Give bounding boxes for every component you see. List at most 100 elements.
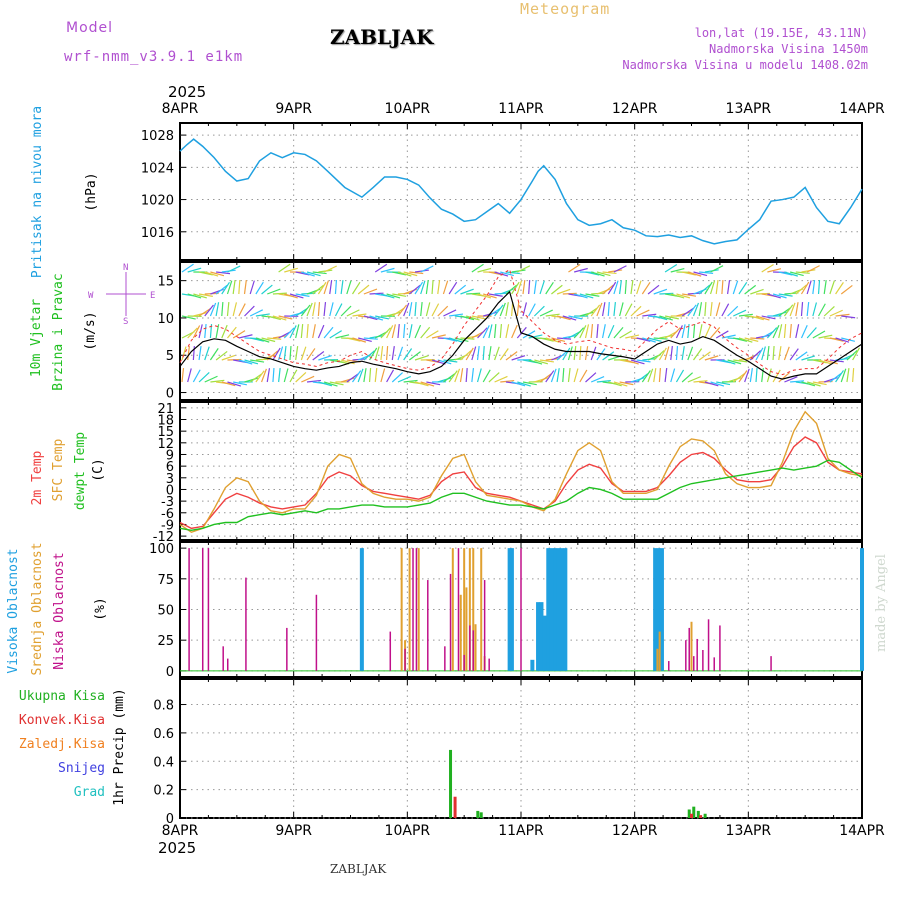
wind-arrow <box>801 355 816 361</box>
wind-arrow <box>267 288 281 295</box>
mid-cloud-bar <box>459 594 462 671</box>
wind-arrow <box>335 359 350 365</box>
low-cloud-bar <box>404 648 406 671</box>
wind-arrow <box>335 334 350 339</box>
wind-arrow <box>181 315 196 320</box>
wind-arrow <box>698 284 711 295</box>
wind-arrow <box>289 311 304 317</box>
wind-arrow <box>488 307 501 317</box>
dewpt-ylabel: dewpt Temp <box>73 432 88 510</box>
wind-arrow <box>300 346 307 361</box>
y-tick-label: 0.8 <box>153 699 174 714</box>
wind-arrow <box>289 345 292 361</box>
wind-arrow <box>386 325 394 339</box>
y-tick-label: 1020 <box>141 194 174 209</box>
total-precip-bar <box>479 812 483 818</box>
sfc-line <box>179 410 863 534</box>
wind-arrow <box>374 368 378 383</box>
y-tick-label: 0.2 <box>153 784 174 799</box>
wind-arrow <box>738 370 748 383</box>
wind-arrow <box>477 267 492 273</box>
wind-arrow <box>181 368 185 383</box>
wind-arrow <box>193 293 207 299</box>
y-tick-label: 1016 <box>141 226 174 241</box>
wind-arrow <box>425 302 431 317</box>
low-cloud-bar <box>286 627 288 671</box>
low-cloud-bar <box>668 661 670 671</box>
wind-arrow <box>221 301 224 317</box>
wind-arrow <box>318 381 333 387</box>
model-label: Model <box>66 20 114 36</box>
y-tick-label: 5 <box>166 349 174 364</box>
compass-e: E <box>150 291 155 301</box>
compass-w: W <box>88 291 94 301</box>
wind-arrow <box>420 280 426 295</box>
wind-arrow <box>261 337 276 343</box>
wind-arrow <box>806 265 820 273</box>
y-tick-label: 15 <box>157 275 174 290</box>
wind-arrow <box>846 350 858 361</box>
wind-arrow <box>249 373 262 383</box>
wind-arrow <box>289 325 297 339</box>
wind-arrow <box>192 345 195 361</box>
wind-arrow <box>295 346 299 361</box>
wind-arrow <box>607 324 615 339</box>
y-tick-label: 1024 <box>141 161 174 176</box>
wind-arrow <box>334 303 343 317</box>
wind-arrow <box>738 337 753 343</box>
wind-arrow <box>653 315 668 321</box>
station-coords: lon,lat (19.15E, 43.11N) <box>694 26 868 40</box>
wind-arrow <box>465 315 480 321</box>
wind-arrow <box>767 268 782 273</box>
wind-arrow <box>567 368 571 383</box>
conv-precip-bars <box>453 796 703 818</box>
wind-arrow <box>397 271 412 277</box>
wind-arrow <box>533 280 537 295</box>
wind-arrow <box>391 346 395 361</box>
model-elevation: Nadmorska Visina u modelu 1408.02m <box>622 58 868 72</box>
wind-arrow <box>710 327 721 339</box>
pressure-ylabel: Pritisak na nivou mora <box>30 106 45 278</box>
wind-arrow <box>505 324 510 339</box>
wind-arrow <box>539 359 554 363</box>
wind-arrow <box>255 337 270 343</box>
low-cloud-bar <box>412 548 414 671</box>
x-tick-label-bottom: 13APR <box>726 823 772 839</box>
wind-arrow <box>454 284 467 295</box>
high-cloud-bar <box>542 615 547 671</box>
wind-arrow <box>675 325 683 339</box>
wind-arrow <box>323 265 337 273</box>
wind-arrow <box>227 265 241 273</box>
wind-arrow <box>522 330 536 339</box>
y-tick-label: 50 <box>157 604 174 619</box>
low-cloud-bar <box>696 638 698 671</box>
wind-arrow <box>528 303 536 317</box>
wind-arrow <box>732 373 745 383</box>
wind-arrow <box>380 368 386 383</box>
wind-arrow <box>204 375 218 383</box>
wind-arrow <box>244 359 259 365</box>
y-tick-label: -9 <box>161 518 174 533</box>
y-tick-label: 21 <box>157 402 174 417</box>
wind-arrow <box>227 381 242 387</box>
wind-arrow <box>528 334 543 339</box>
total-precip-bar <box>696 810 700 818</box>
wind-arrow <box>448 281 458 295</box>
wind-arrow <box>414 301 417 317</box>
wind-arrow <box>380 293 395 299</box>
wind-arrow <box>289 369 298 383</box>
wind-arrow <box>346 280 352 295</box>
wind-arrow <box>306 379 322 383</box>
wind-arrow <box>454 368 461 383</box>
wind-arrow <box>460 288 474 295</box>
x-tick-label-top: 9APR <box>275 101 312 117</box>
y-tick-label: 100 <box>149 542 174 557</box>
wind-arrow <box>772 293 787 299</box>
wind-arrow <box>568 315 583 320</box>
total-precip-bar <box>703 813 707 818</box>
wind-arrow <box>778 324 783 339</box>
wind-arrow <box>352 370 362 383</box>
low-cloud-bar <box>201 548 204 671</box>
